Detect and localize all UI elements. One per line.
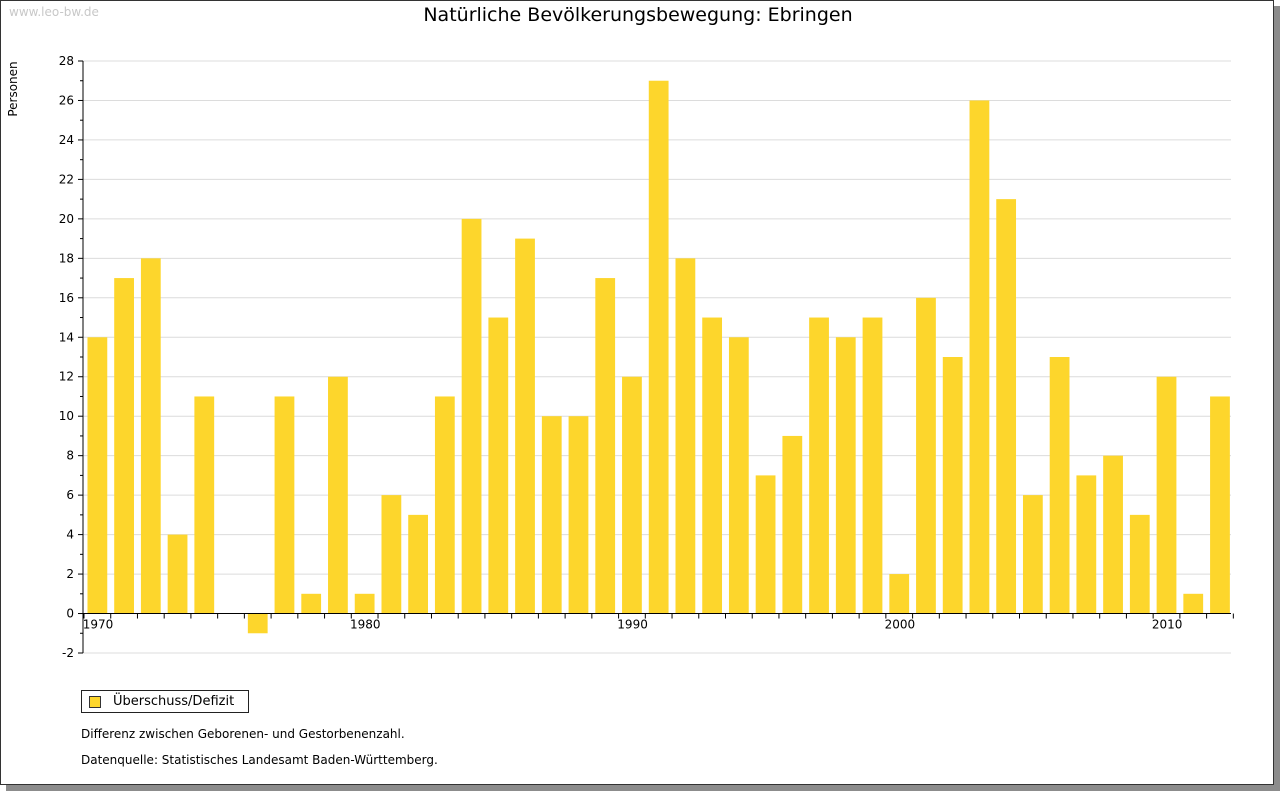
y-tick-label: 8 [66, 449, 74, 463]
x-tick-labels: 1970 1980 1990 2000 2010 [83, 618, 1183, 632]
bar-1979 [328, 376, 348, 614]
y-tick-label: 14 [59, 330, 74, 344]
x-tick-label: 1980 [350, 618, 381, 632]
bar-1986 [515, 238, 535, 614]
bar-1989 [595, 278, 616, 614]
bar-2005 [1022, 495, 1043, 614]
bar-1980 [354, 593, 375, 614]
x-tick-label: 2000 [885, 618, 916, 632]
bar-1994 [728, 337, 749, 614]
bar-1982 [408, 514, 428, 614]
bar-1981 [381, 495, 402, 614]
legend-swatch [89, 696, 101, 708]
bar-1996 [782, 435, 803, 614]
bar-1995 [755, 475, 776, 614]
y-tick-label: 0 [66, 607, 74, 621]
legend-label: Überschuss/Defizit [113, 694, 235, 709]
chart-note-source: Datenquelle: Statistisches Landesamt Bad… [81, 753, 438, 767]
bar-2008 [1103, 455, 1123, 614]
watermark: www.leo-bw.de [9, 5, 99, 19]
y-tick-label: 28 [59, 54, 74, 68]
bar-1976 [247, 613, 268, 634]
bar-1988 [568, 416, 589, 614]
bar-1977 [274, 396, 295, 614]
y-tick-label: 2 [66, 567, 74, 581]
legend: Überschuss/Defizit [81, 690, 249, 713]
bar-2003 [969, 100, 990, 614]
bar-1978 [301, 593, 322, 614]
bar-2012 [1210, 396, 1230, 614]
bar-2001 [916, 297, 936, 614]
bar-1990 [622, 376, 642, 614]
y-tick-label: 26 [59, 93, 74, 107]
bar-1974 [194, 396, 215, 614]
bar-1987 [541, 416, 562, 614]
bar-1973 [167, 534, 188, 614]
y-tick-label: 6 [66, 488, 74, 502]
y-tick-label: 24 [59, 133, 74, 147]
bar-1970 [87, 337, 108, 614]
bar-1972 [140, 258, 161, 614]
x-tick-label: 2010 [1152, 618, 1183, 632]
bar-2004 [996, 199, 1017, 614]
bar-2009 [1129, 514, 1150, 614]
y-tick-label: 20 [59, 212, 74, 226]
chart-title: Natürliche Bevölkerungsbewegung: Ebringe… [423, 4, 853, 26]
bar-1999 [862, 317, 883, 614]
bar-1991 [648, 80, 669, 614]
chart-note-difference: Differenz zwischen Geborenen- und Gestor… [81, 727, 405, 741]
bar-1993 [702, 317, 723, 614]
y-tick-label: 22 [59, 172, 74, 186]
bar-1985 [488, 317, 509, 614]
y-tick-label: 4 [66, 528, 74, 542]
bar-1983 [434, 396, 455, 614]
bar-1997 [809, 317, 829, 614]
bar-2000 [889, 574, 910, 614]
x-tick-label: 1990 [617, 618, 648, 632]
bar-2007 [1076, 475, 1097, 614]
bars [87, 80, 1230, 634]
y-tick-label: 18 [59, 251, 74, 265]
y-tick-label: 16 [59, 291, 74, 305]
axes [78, 60, 1234, 654]
bar-1992 [675, 258, 696, 614]
bar-1971 [114, 278, 134, 614]
bar-2006 [1049, 357, 1070, 614]
bar-1998 [835, 337, 856, 614]
bar-2011 [1183, 593, 1204, 614]
bar-2002 [942, 357, 963, 614]
y-tick-label: 10 [59, 409, 74, 423]
bar-2010 [1156, 376, 1177, 614]
y-tick-label: -2 [62, 646, 74, 660]
bar-1984 [461, 218, 482, 614]
y-tick-label: 12 [59, 370, 74, 384]
x-tick-label: 1970 [83, 618, 114, 632]
